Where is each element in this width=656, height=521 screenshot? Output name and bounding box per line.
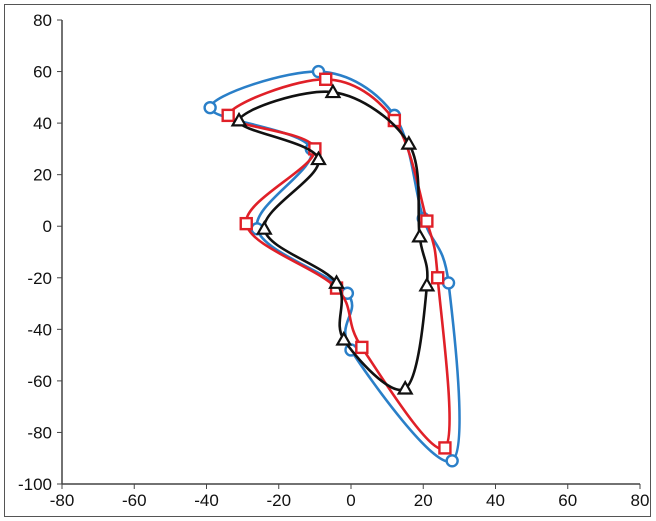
series-layer bbox=[203, 64, 461, 468]
x-tick-label: 0 bbox=[346, 491, 355, 510]
x-tick-label: 80 bbox=[631, 491, 650, 510]
data-point bbox=[411, 227, 429, 243]
plot-area bbox=[62, 20, 640, 484]
y-tick-label: -40 bbox=[27, 320, 52, 339]
data-point bbox=[445, 454, 459, 468]
y-tick-label: 80 bbox=[33, 11, 52, 30]
data-point bbox=[203, 100, 217, 115]
x-tick-label: -20 bbox=[266, 491, 291, 510]
y-tick-label: -80 bbox=[27, 423, 52, 442]
series-triangle bbox=[230, 83, 436, 395]
data-point bbox=[438, 441, 452, 455]
x-tick-label: 20 bbox=[414, 491, 433, 510]
y-tick-label: 20 bbox=[33, 166, 52, 185]
data-point bbox=[335, 330, 353, 346]
data-point bbox=[255, 220, 273, 235]
data-point bbox=[396, 379, 414, 395]
y-tick-label: -100 bbox=[18, 475, 52, 494]
data-point bbox=[319, 72, 333, 86]
data-point bbox=[230, 111, 248, 127]
data-point bbox=[441, 276, 456, 290]
x-tick-label: 40 bbox=[486, 491, 505, 510]
y-tick-label: 60 bbox=[33, 63, 52, 82]
data-point bbox=[324, 83, 342, 99]
data-point bbox=[239, 216, 253, 231]
y-tick-label: 40 bbox=[33, 114, 52, 133]
x-tick-label: 60 bbox=[558, 491, 577, 510]
data-point bbox=[221, 108, 235, 123]
data-point bbox=[310, 150, 327, 166]
data-point bbox=[420, 214, 434, 228]
x-tick-label: -40 bbox=[194, 491, 219, 510]
data-point bbox=[418, 276, 436, 292]
x-tick-label: -60 bbox=[122, 491, 147, 510]
data-point bbox=[431, 271, 445, 285]
y-tick-label: -20 bbox=[27, 269, 52, 288]
plot-background bbox=[62, 20, 640, 484]
data-point bbox=[328, 274, 345, 289]
data-point bbox=[400, 135, 418, 150]
y-tick-label: 0 bbox=[43, 217, 52, 236]
data-point bbox=[355, 340, 369, 355]
y-tick-label: -60 bbox=[27, 372, 52, 391]
x-tick-label: -80 bbox=[50, 491, 75, 510]
axes bbox=[57, 19, 641, 489]
